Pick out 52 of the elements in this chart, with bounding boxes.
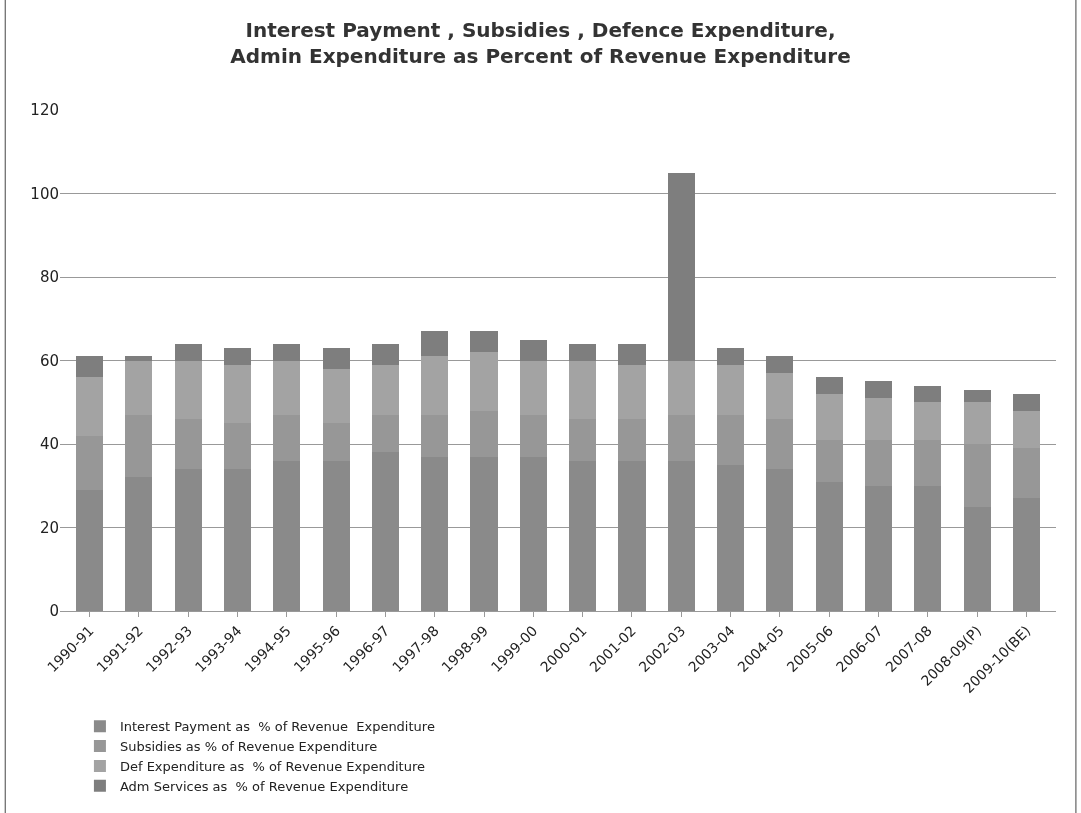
legend-label: Adm Services as % of Revenue Expenditure: [119, 778, 409, 794]
bar: [569, 343, 597, 361]
bar: [815, 481, 843, 611]
bar: [223, 469, 252, 611]
y-tick-label: 120: [30, 101, 59, 120]
bar: [864, 381, 893, 399]
bar: [322, 460, 350, 611]
bar: [815, 377, 843, 394]
bar: [421, 456, 449, 611]
bar: [914, 485, 942, 611]
bar: [519, 339, 547, 361]
bar: [667, 460, 695, 611]
bar: [470, 331, 498, 353]
bar: [963, 506, 991, 611]
bar: [766, 356, 794, 374]
bar: [174, 343, 202, 361]
y-tick-label: 100: [30, 184, 59, 203]
bar: [322, 347, 350, 369]
bar: [963, 389, 991, 403]
y-tick-label: 40: [39, 435, 59, 454]
bar: [125, 356, 153, 361]
chart-title: Interest Payment , Subsidies , Defence Expenditure, Admin Expenditure as Percent of Revenue Expenditure: [230, 17, 851, 68]
legend-label: Def Expenditure as % of Revenue Expenditure: [119, 759, 425, 775]
bar: [273, 343, 301, 361]
bar: [76, 489, 104, 611]
bar: [371, 343, 399, 365]
y-tick-label: 60: [39, 351, 59, 370]
bar: [174, 469, 202, 611]
y-tick-label: 0: [49, 602, 59, 621]
bar: [371, 452, 399, 611]
bar: [1012, 393, 1040, 411]
bar: [618, 460, 646, 611]
bar: [76, 356, 104, 378]
bar: [470, 456, 498, 611]
bar: [667, 172, 695, 361]
bar: [618, 343, 646, 365]
bar: [125, 477, 153, 611]
bar: [717, 347, 745, 365]
bar: [421, 331, 449, 357]
legend-label: Subsidies as % of Revenue Expenditure: [119, 739, 378, 755]
legend-label: Interest Payment as % of Revenue Expenditure: [119, 719, 435, 735]
y-tick-label: 80: [39, 268, 59, 287]
bar: [273, 460, 301, 611]
bar: [914, 385, 942, 403]
bar: [717, 464, 745, 611]
bar: [864, 485, 893, 611]
y-tick-label: 20: [39, 518, 59, 537]
bar: [519, 456, 547, 611]
bar: [1012, 498, 1040, 611]
bar: [766, 469, 794, 611]
bar: [223, 347, 252, 365]
bar: [569, 460, 597, 611]
